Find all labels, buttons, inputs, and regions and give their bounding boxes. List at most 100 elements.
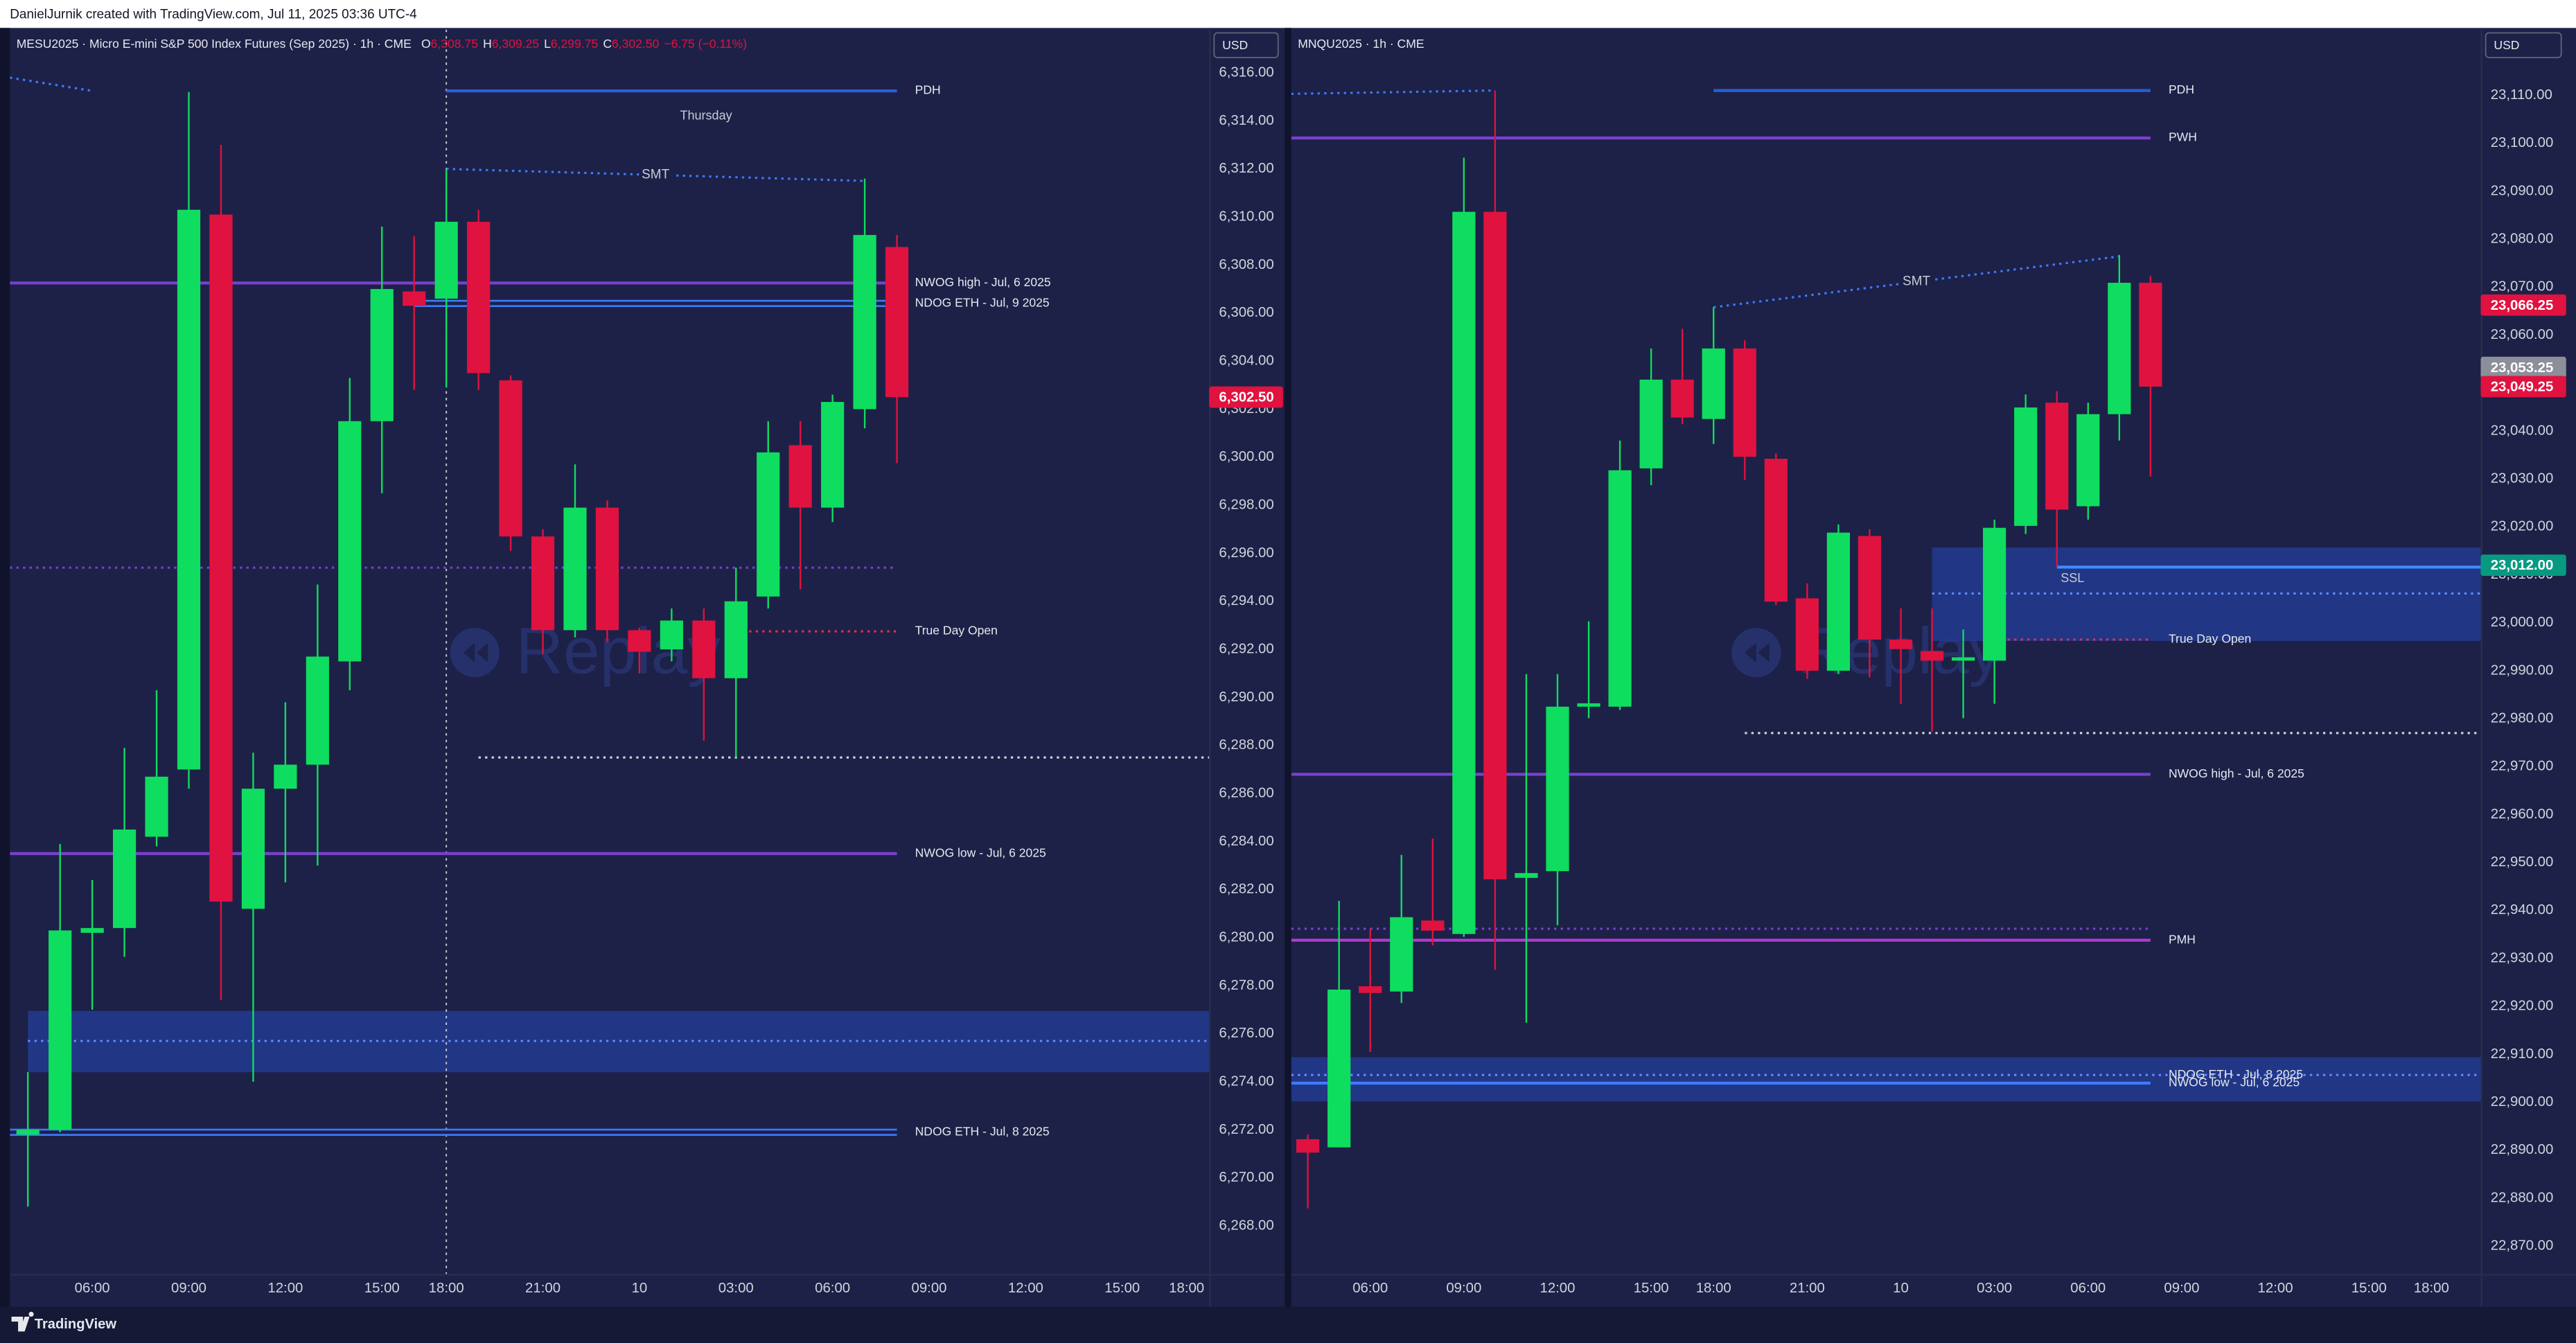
x-tick-label: 10 <box>632 1281 648 1296</box>
y-tick-label: 6,284.00 <box>1219 834 1273 849</box>
y-tick-label: 22,870.00 <box>2491 1238 2554 1254</box>
segment-label-bg <box>1900 273 1933 290</box>
x-tick-label: 12:00 <box>1540 1281 1575 1296</box>
x-tick-label: 12:00 <box>2258 1281 2293 1296</box>
candle-body <box>563 507 587 631</box>
y-tick-label: 23,090.00 <box>2491 183 2554 198</box>
ohlc-value: 6,299.75 <box>551 37 599 51</box>
candle-body <box>1826 532 1851 671</box>
candle-body <box>499 380 522 537</box>
candle-body <box>1390 917 1413 992</box>
level-label: NWOG high - Jul, 6 2025 <box>2169 766 2304 780</box>
price-tag-label: 6,302.50 <box>1219 390 1273 405</box>
segment <box>1291 89 1495 95</box>
y-tick-label: 6,296.00 <box>1219 545 1273 561</box>
y-tick-label: 6,310.00 <box>1219 209 1273 224</box>
x-tick-label: 15:00 <box>2352 1281 2387 1296</box>
level-label: NDOG ETH - Jul, 8 2025 <box>2169 1067 2303 1081</box>
zone <box>1932 547 2481 641</box>
y-tick-label: 22,960.00 <box>2491 807 2554 822</box>
candle-body <box>1359 986 1382 993</box>
y-tick-label: 6,290.00 <box>1219 690 1273 705</box>
candle-body <box>241 789 265 909</box>
y-tick-label: 22,900.00 <box>2491 1094 2554 1109</box>
segment-label-bg <box>639 166 672 184</box>
price-tag-label: 23,053.25 <box>2491 360 2554 376</box>
zone <box>1291 1057 2481 1102</box>
candle-body <box>209 214 233 902</box>
y-tick-label: 22,990.00 <box>2491 662 2554 678</box>
y-tick-label: 22,880.00 <box>2491 1190 2554 1205</box>
y-tick-label: 6,288.00 <box>1219 737 1273 753</box>
y-tick-label: 6,316.00 <box>1219 64 1273 80</box>
level-label: NDOG ETH - Jul, 9 2025 <box>915 296 1050 310</box>
candle-body <box>1702 348 1725 419</box>
ohlc-value: 6,302.50 <box>612 37 660 51</box>
x-tick-label: 12:00 <box>267 1281 303 1296</box>
candle-body <box>1670 379 1694 418</box>
annotation: SSL <box>2061 571 2084 585</box>
candle-body <box>853 235 876 410</box>
y-tick-label: 6,274.00 <box>1219 1073 1273 1089</box>
watermark-icon-arrows <box>1745 642 1770 662</box>
y-tick-label: 6,314.00 <box>1219 113 1273 128</box>
candle-body <box>660 620 683 650</box>
watermark-icon-arrows <box>463 642 488 662</box>
top-bar <box>0 0 2576 28</box>
zone <box>28 1010 1210 1073</box>
ohlc-key: L <box>544 37 551 51</box>
candle-body <box>1951 657 1975 661</box>
candle-body <box>1733 348 1756 457</box>
y-tick-label: 6,294.00 <box>1219 593 1273 608</box>
y-tick-label: 6,300.00 <box>1219 449 1273 464</box>
price-tag-label: 23,066.25 <box>2491 298 2554 313</box>
chart-legend: MESU2025 · Micro E-mini S&P 500 Index Fu… <box>17 37 747 51</box>
level-label: PMH <box>2169 932 2196 946</box>
x-tick-label: 18:00 <box>429 1281 464 1296</box>
currency: USD <box>1222 38 1248 52</box>
candle-body <box>80 928 104 933</box>
candle-body <box>145 776 168 837</box>
y-axis-border <box>1209 29 1211 1307</box>
price-tag <box>2480 294 2566 316</box>
y-tick-label: 6,308.00 <box>1219 257 1273 272</box>
pane-border <box>0 28 10 1307</box>
ohlc-value: 6,309.25 <box>492 37 540 51</box>
y-tick-label: 6,312.00 <box>1219 161 1273 176</box>
candle-body <box>338 421 362 662</box>
candle-body <box>757 452 780 597</box>
candle-body <box>1764 459 1788 602</box>
y-tick-label: 23,000.00 <box>2491 615 2554 630</box>
y-tick-label: 22,970.00 <box>2491 759 2554 774</box>
candle-body <box>1639 379 1663 468</box>
x-tick-label: 18:00 <box>1169 1281 1204 1296</box>
y-tick-label: 23,100.00 <box>2491 135 2554 150</box>
candle-body <box>1983 527 2006 661</box>
footer-text[interactable]: TradingView <box>35 1317 117 1332</box>
candle-body <box>1483 211 1507 879</box>
y-tick-label: 22,950.00 <box>2491 854 2554 870</box>
legend-symbol: MESU2025 · Micro E-mini S&P 500 Index Fu… <box>17 37 412 51</box>
y-tick-label: 6,278.00 <box>1219 978 1273 993</box>
ohlc-key: H <box>483 37 492 51</box>
candle-body <box>2014 407 2038 526</box>
candle-body <box>467 222 491 374</box>
candle-body <box>306 656 329 765</box>
y-tick-label: 6,280.00 <box>1219 929 1273 945</box>
y-tick-label: 6,282.00 <box>1219 881 1273 897</box>
level-label: True Day Open <box>2169 632 2251 646</box>
y-tick-label: 6,270.00 <box>1219 1170 1273 1185</box>
candle-body <box>821 402 845 508</box>
legend-symbol: MNQU2025 · 1h · CME <box>1298 37 1424 51</box>
level-label: NDOG ETH - Jul, 8 2025 <box>915 1124 1050 1138</box>
candle-body <box>724 601 748 678</box>
y-tick-label: 23,020.00 <box>2491 519 2554 534</box>
x-tick-label: 06:00 <box>815 1281 850 1296</box>
ohlc-key: O <box>421 37 431 51</box>
candle-body <box>1421 920 1445 931</box>
candle-body <box>1577 703 1600 707</box>
x-tick-label: 03:00 <box>718 1281 754 1296</box>
